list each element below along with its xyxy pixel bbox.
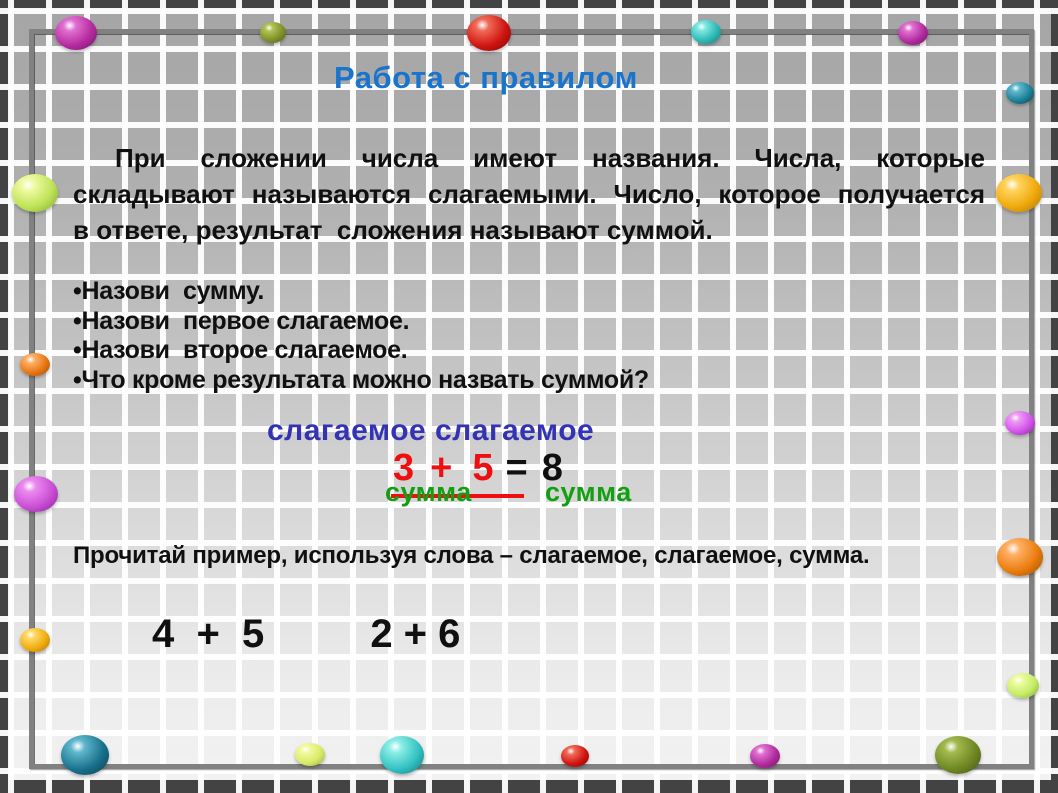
plus-sign: + xyxy=(430,447,453,489)
bead-lime-left xyxy=(12,174,58,212)
bead-teal-right xyxy=(1006,82,1034,104)
rule-paragraph-line-2: складывают называются слагаемыми. Число,… xyxy=(73,179,985,209)
rule-paragraph-line-1: При сложении числа имеют названия. Числа… xyxy=(115,143,985,173)
task-bullet-list: •Назови сумму. •Назови первое слагаемое. •… xyxy=(73,277,649,395)
bead-teal-bottom-left xyxy=(61,735,109,775)
bead-violet-right xyxy=(1005,411,1035,435)
red-underline xyxy=(391,494,524,498)
practice-example-2: 2 + 6 xyxy=(370,612,461,656)
bead-lime-right xyxy=(1007,673,1039,698)
equals-sign: = xyxy=(505,447,528,489)
rule-paragraph: При сложении числа имеют названия. Числа… xyxy=(73,140,985,248)
bead-olive-bottom-right xyxy=(935,736,981,774)
sum-label-right: сумма xyxy=(545,477,632,507)
practice-examples: 4 + 5 2 + 6 xyxy=(152,612,460,657)
bead-gold-left xyxy=(20,628,50,652)
first-addend-number: 3 xyxy=(393,447,415,489)
bullet-item: •Назови первое слагаемое. xyxy=(73,306,410,335)
bead-magenta-top-left xyxy=(55,16,97,50)
bullet-item: •Что кроме результата можно назвать сумм… xyxy=(73,365,649,394)
slide-border-frame xyxy=(29,29,1034,769)
bead-red-bottom xyxy=(561,745,589,767)
bullet-item: •Назови второе слагаемое. xyxy=(73,336,408,364)
bead-cyan-top xyxy=(691,20,721,44)
bead-gold-right xyxy=(996,174,1042,212)
bead-magenta-top-right xyxy=(898,21,928,45)
sum-result-number: 8 xyxy=(541,447,563,489)
slide-title: Работа с правилом xyxy=(334,60,638,95)
bead-orange-left xyxy=(20,353,50,376)
bead-cyan-bottom xyxy=(380,736,424,774)
bead-olive-top xyxy=(260,22,286,43)
second-addend-number: 5 xyxy=(472,447,494,489)
read-example-instruction: Прочитай пример, используя слова – слага… xyxy=(73,542,870,569)
bead-red-top xyxy=(467,15,511,51)
practice-example-1: 4 + 5 xyxy=(152,612,265,656)
rule-paragraph-line-3: в ответе, результат сложения называют су… xyxy=(73,215,713,245)
bead-magenta-bottom xyxy=(750,744,780,768)
sum-label-left: сумма xyxy=(385,477,472,507)
bead-lime-bottom xyxy=(295,743,325,766)
bead-violet-left xyxy=(14,476,58,512)
addends-label: слагаемое слагаемое xyxy=(267,414,595,447)
example-equation: 3 +5 = 8 xyxy=(393,447,563,490)
bullet-item: •Назови сумму. xyxy=(73,277,265,305)
bead-orange-right xyxy=(997,538,1043,576)
